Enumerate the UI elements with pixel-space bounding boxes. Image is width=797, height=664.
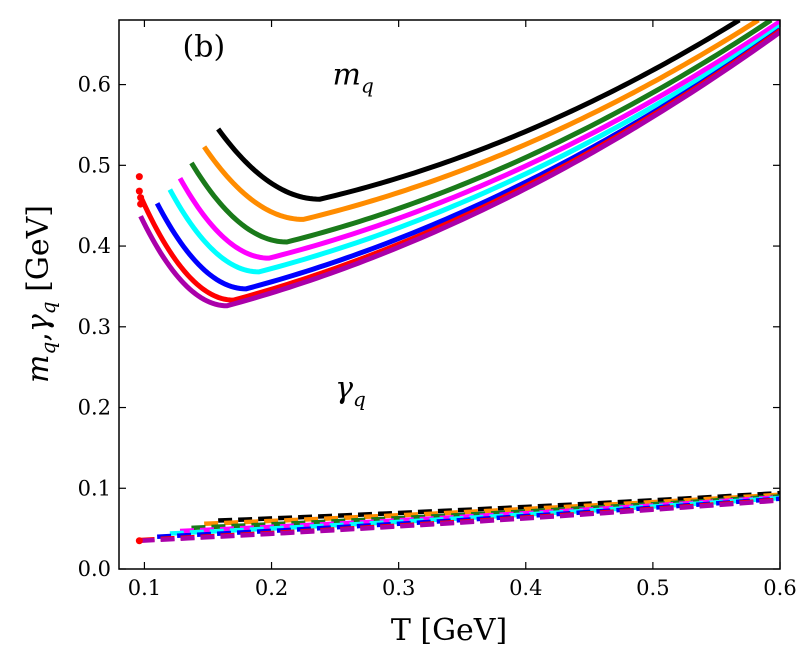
ylabel-m: m [21,354,56,382]
y-tick-label: 0.5 [78,153,111,177]
red-point-1 [135,187,143,195]
mass-curve-2 [189,20,773,245]
ylabel-q1: q [36,342,60,355]
annotation-gammaq: γq [335,371,366,411]
x-tick-label: 0.5 [636,576,669,600]
red-point-2 [137,194,145,202]
ylabel-q2: q [36,301,60,314]
annotation-mq: mq [333,58,374,98]
mass-curve-5 [154,27,780,292]
mass-curve-0 [216,20,741,202]
x-tick-label: 0.1 [128,576,161,600]
y-tick-label: 0.4 [78,234,111,258]
mass-curve-4 [167,24,780,275]
ylabel-unit: [GeV] [21,205,56,301]
width-curve-7 [140,498,780,543]
mass-curve-7 [138,30,780,309]
y-tick-label: 0.6 [78,73,111,97]
plot-frame [118,19,781,570]
labels-layer: 0.1 0.2 0.3 0.4 0.5 0.6 0.0 0.1 0.2 0.3 0.4 0.5 0.6 [78,73,797,600]
x-tick-label: 0.6 [763,576,796,600]
y-tick-label: 0.0 [78,557,111,581]
mass-curve-1 [202,20,760,222]
ylabel-gamma: γ [21,314,56,332]
x-tick-label: 0.2 [255,576,288,600]
y-tick-label: 0.3 [78,315,111,339]
x-tick-label: 0.3 [382,576,415,600]
red-point-3 [137,200,145,208]
ticks-layer [119,20,781,570]
mass-curve-3 [177,20,780,261]
panel-label: (b) [183,29,226,64]
y-axis-title: mq,γq [GeV] [21,205,60,383]
y-tick-label: 0.1 [78,476,111,500]
red-point-0 [135,173,143,181]
mass-curve-6 [139,28,780,303]
y-tick-label: 0.2 [78,396,111,420]
x-tick-label: 0.4 [509,576,542,600]
red-point-4 [135,537,143,545]
series-layer [138,20,780,543]
points-layer [135,173,145,545]
x-axis-title: T [GeV] [391,613,507,648]
ylabel-sep: , [21,332,56,342]
